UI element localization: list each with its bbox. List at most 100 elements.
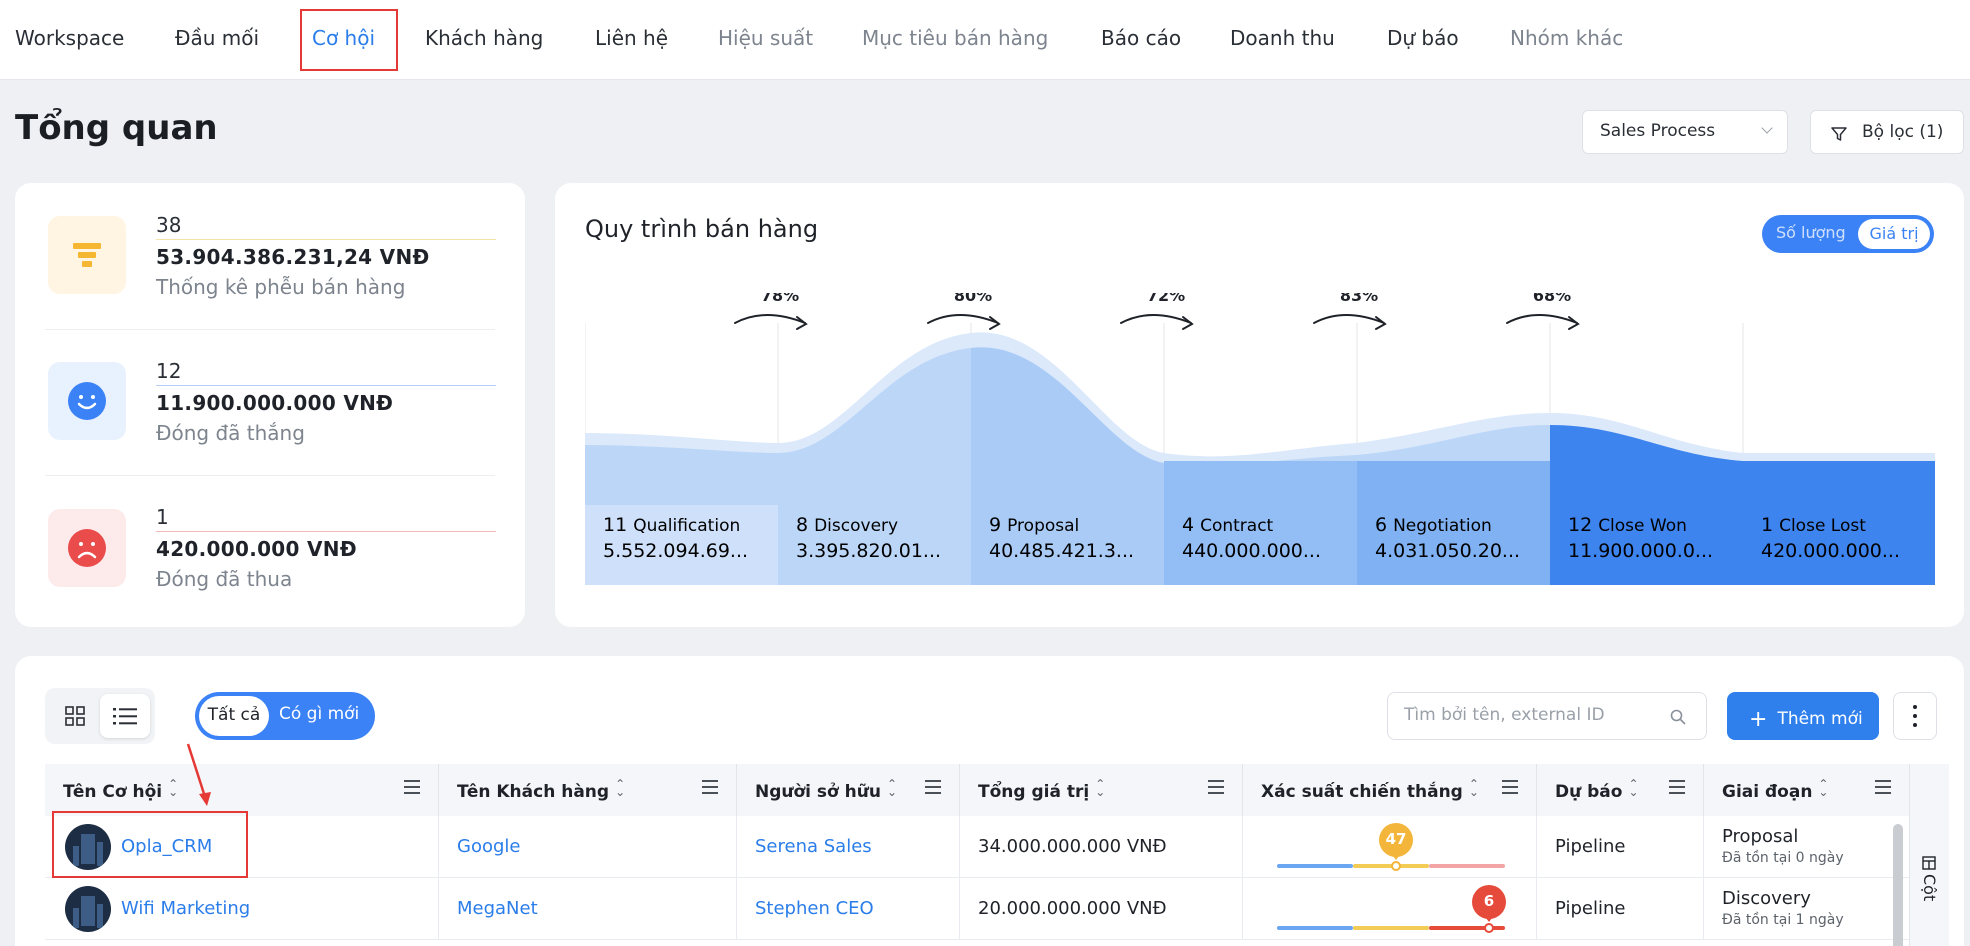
column-menu-icon[interactable] <box>404 780 420 798</box>
highlight-box <box>52 811 248 878</box>
stage-count: 1 <box>1761 514 1773 536</box>
columns-icon <box>1922 856 1936 870</box>
stage-duration: Đã tồn tại 1 ngày <box>1722 912 1844 928</box>
toggle-option-count[interactable]: Số lượng <box>1776 223 1846 242</box>
stat-divider <box>45 475 495 476</box>
sort-icon[interactable]: ⌃ ⌄ <box>168 777 179 799</box>
tab-workspace[interactable]: Workspace <box>15 26 125 50</box>
probability-marker <box>1484 923 1494 933</box>
tab-dau-moi[interactable]: Đầu mối <box>175 26 260 50</box>
tab-co-hoi[interactable]: Cơ hội <box>312 26 376 50</box>
column-header-total[interactable]: Tổng giá trị ⌃ ⌄ <box>960 764 1243 816</box>
conversion-arrowhead <box>1375 316 1387 330</box>
tab-hieu-suat[interactable]: Hiệu suất <box>718 26 814 50</box>
stat-won-value: 11.900.000.000 VNĐ <box>156 391 394 415</box>
list-icon <box>113 708 137 725</box>
stage-count: 12 <box>1568 514 1592 536</box>
stage-count: 8 <box>796 514 808 536</box>
table-row[interactable]: Opla_CRM Google Serena Sales 34.000.000.… <box>45 816 1909 878</box>
owner-link[interactable]: Stephen CEO <box>755 898 874 919</box>
column-menu-icon[interactable] <box>702 780 718 798</box>
filter-new-button[interactable]: Có gì mới <box>279 704 360 724</box>
cell-opportunity: Wifi Marketing <box>45 878 439 940</box>
stat-lost-line <box>156 531 496 532</box>
filter-button[interactable]: Bộ lọc (1) <box>1810 110 1964 154</box>
stage-value: 5.552.094.69... <box>603 540 748 562</box>
tab-lien-he[interactable]: Liên hệ <box>595 26 669 50</box>
cell-stage: Discovery Đã tồn tại 1 ngày <box>1704 878 1909 940</box>
tab-bao-cao[interactable]: Báo cáo <box>1101 26 1182 50</box>
cell-owner: Stephen CEO <box>737 878 960 940</box>
stage-count: 4 <box>1182 514 1194 536</box>
count-value-toggle[interactable]: Số lượng Giá trị <box>1762 215 1934 253</box>
table-row[interactable]: Wifi Marketing MegaNet Stephen CEO 20.00… <box>45 878 1909 940</box>
stage-duration: Đã tồn tại 0 ngày <box>1722 850 1844 866</box>
owner-link[interactable]: Serena Sales <box>755 836 872 857</box>
opportunity-link[interactable]: Wifi Marketing <box>121 898 251 919</box>
columns-label: Cột <box>1920 874 1939 902</box>
filter-all-button[interactable]: Tất cả <box>199 696 269 736</box>
chevron-down-icon <box>1761 122 1773 134</box>
customer-link[interactable]: MegaNet <box>457 898 538 919</box>
table-scrollbar[interactable] <box>1893 824 1903 946</box>
grid-view-button[interactable] <box>50 694 100 738</box>
search-input[interactable] <box>1404 705 1654 725</box>
probability-track <box>1429 864 1505 868</box>
more-dot <box>1913 705 1917 709</box>
sales-process-select[interactable]: Sales Process <box>1582 110 1788 154</box>
tab-muc-tieu-ban-hang[interactable]: Mục tiêu bán hàng <box>862 26 1049 50</box>
tab-du-bao[interactable]: Dự báo <box>1387 26 1459 50</box>
sort-icon[interactable]: ⌃ ⌄ <box>886 777 898 799</box>
page-title: Tổng quan <box>15 108 218 148</box>
column-header-owner[interactable]: Người sở hữu ⌃ ⌄ <box>737 764 960 816</box>
cell-total: 34.000.000.000 VNĐ <box>960 816 1243 878</box>
column-menu-icon[interactable] <box>925 780 941 798</box>
column-header-customer[interactable]: Tên Khách hàng ⌃ ⌄ <box>439 764 737 816</box>
sort-icon[interactable]: ⌃ ⌄ <box>1468 777 1479 799</box>
stage-name: Qualification <box>633 516 740 536</box>
stat-funnel-label: Thống kê phễu bán hàng <box>156 275 406 299</box>
probability-bubble: 6 <box>1472 885 1506 919</box>
column-header-win-probability[interactable]: Xác suất chiến thắng ⌃ ⌄ <box>1243 764 1537 816</box>
column-label: Tên Cơ hội <box>63 782 163 802</box>
cell-customer: Google <box>439 816 737 878</box>
stage-qualification: 11 Qualification 5.552.094.69... <box>603 514 748 562</box>
record-filter-segment: Tất cả Có gì mới <box>195 692 375 740</box>
column-header-stage[interactable]: Giai đoạn ⌃ ⌄ <box>1704 764 1909 816</box>
list-view-button[interactable] <box>100 694 150 738</box>
stage-name: Proposal <box>1007 516 1079 536</box>
opportunity-link[interactable]: Opla_CRM <box>121 836 213 857</box>
add-new-button[interactable]: + Thêm mới <box>1727 692 1879 740</box>
stat-lost-count: 1 <box>156 505 169 529</box>
table-header: Tên Cơ hội ⌃ ⌄ Tên Khách hàng ⌃ ⌄ Người sở h… <box>45 764 1909 816</box>
tab-doanh-thu[interactable]: Doanh thu <box>1230 26 1335 50</box>
probability-marker <box>1391 861 1401 871</box>
stage-value: 4.031.050.20... <box>1375 540 1520 562</box>
probability-bubble: 47 <box>1379 823 1413 857</box>
column-menu-icon[interactable] <box>1208 780 1224 798</box>
filter-label: Bộ lọc (1) <box>1862 122 1944 142</box>
sort-icon[interactable]: ⌃ ⌄ <box>615 777 626 799</box>
sort-icon[interactable]: ⌃ ⌄ <box>1628 777 1639 799</box>
more-options-button[interactable] <box>1893 692 1937 740</box>
column-menu-icon[interactable] <box>1669 780 1685 798</box>
columns-side-panel[interactable]: Cột <box>1909 764 1949 946</box>
stage-discovery: 8 Discovery 3.395.820.01... <box>796 514 941 562</box>
stat-won-line <box>156 385 496 386</box>
customer-link[interactable]: Google <box>457 836 521 857</box>
stage-tile <box>778 505 971 585</box>
tab-khach-hang[interactable]: Khách hàng <box>425 26 544 50</box>
column-menu-icon[interactable] <box>1502 780 1518 798</box>
column-label: Xác suất chiến thắng <box>1261 782 1463 802</box>
column-header-opportunity[interactable]: Tên Cơ hội ⌃ ⌄ <box>45 764 439 816</box>
column-header-forecast[interactable]: Dự báo ⌃ ⌄ <box>1537 764 1704 816</box>
tab-nhom-khac[interactable]: Nhóm khác <box>1510 26 1624 50</box>
forecast-value: Pipeline <box>1555 898 1626 919</box>
sort-icon[interactable]: ⌃ ⌄ <box>1818 777 1829 799</box>
toggle-option-value[interactable]: Giá trị <box>1858 219 1930 249</box>
annotation-arrow-icon <box>186 743 211 806</box>
sort-icon[interactable]: ⌃ ⌄ <box>1095 777 1106 799</box>
column-menu-icon[interactable] <box>1875 780 1891 798</box>
